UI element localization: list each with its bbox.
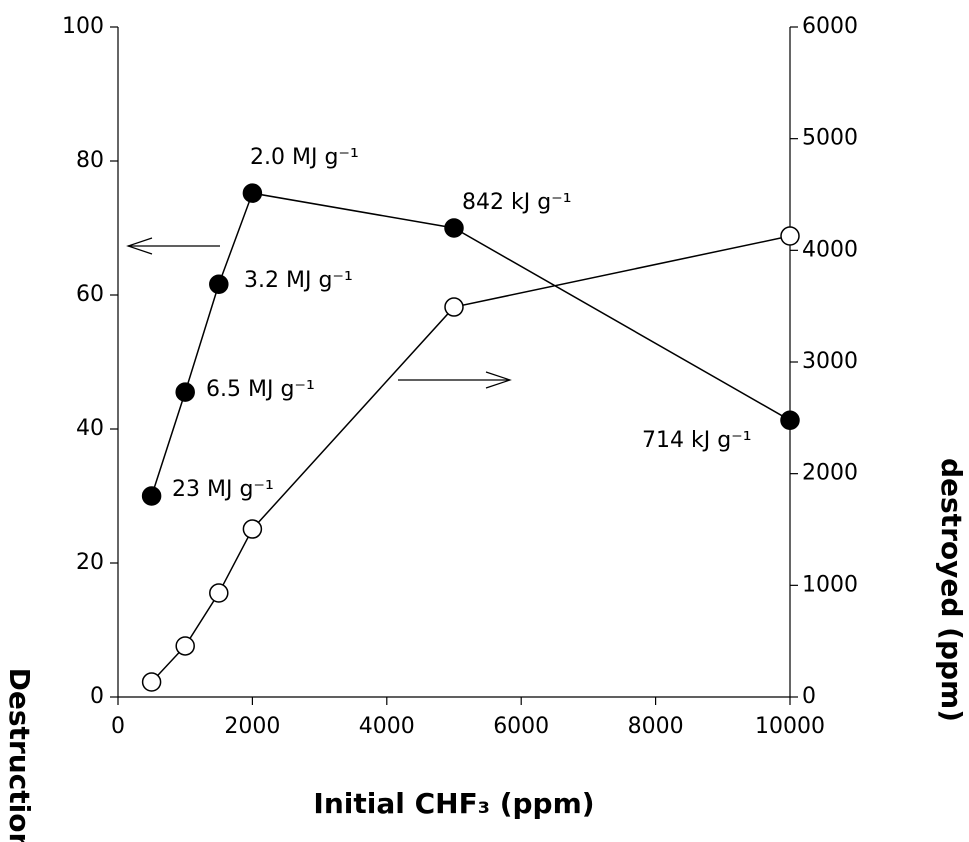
y2-tick-label: 1000 [802, 572, 858, 597]
x-tick-label: 2000 [224, 714, 280, 739]
marker [243, 520, 261, 538]
annotation: 842 kJ g⁻¹ [462, 190, 572, 215]
annotation: 3.2 MJ g⁻¹ [244, 268, 353, 293]
marker [143, 487, 161, 505]
y-tick-label: 60 [76, 282, 104, 307]
x-tick-label: 0 [111, 714, 125, 739]
x-tick-label: 4000 [359, 714, 415, 739]
marker [176, 637, 194, 655]
annotation: 23 MJ g⁻¹ [172, 477, 274, 502]
marker [781, 411, 799, 429]
x-tick-label: 6000 [493, 714, 549, 739]
y2-tick-label: 3000 [802, 349, 858, 374]
x-tick-label: 8000 [628, 714, 684, 739]
series-line [152, 236, 790, 682]
marker [243, 184, 261, 202]
y2-tick-label: 2000 [802, 461, 858, 486]
y2-tick-label: 6000 [802, 14, 858, 39]
x-tick-label: 10000 [755, 714, 825, 739]
y-tick-label: 0 [90, 684, 104, 709]
arrow-right [398, 372, 510, 388]
y-tick-label: 100 [62, 14, 104, 39]
y-tick-label: 80 [76, 148, 104, 173]
arrow-left [128, 238, 220, 254]
y-axis-title: Destruction [3, 668, 36, 842]
y2-tick-label: 0 [802, 684, 816, 709]
y2-tick-label: 4000 [802, 237, 858, 262]
annotation: 714 kJ g⁻¹ [642, 428, 752, 453]
annotation: 2.0 MJ g⁻¹ [250, 145, 359, 170]
y2-axis-title: destroyed (ppm) [935, 458, 968, 722]
marker [176, 383, 194, 401]
marker [210, 275, 228, 293]
x-axis-title: Initial CHF₃ (ppm) [313, 787, 594, 820]
y2-tick-label: 5000 [802, 126, 858, 151]
marker [210, 584, 228, 602]
chart: Initial CHF₃ (ppm) Destruction destroyed… [0, 0, 969, 842]
marker [445, 219, 463, 237]
marker [143, 673, 161, 691]
marker [445, 298, 463, 316]
y-tick-label: 40 [76, 416, 104, 441]
y-tick-label: 20 [76, 550, 104, 575]
page: {"chart_data": {"type": "line", "x_label… [0, 0, 969, 842]
marker [781, 227, 799, 245]
annotation: 6.5 MJ g⁻¹ [206, 377, 315, 402]
